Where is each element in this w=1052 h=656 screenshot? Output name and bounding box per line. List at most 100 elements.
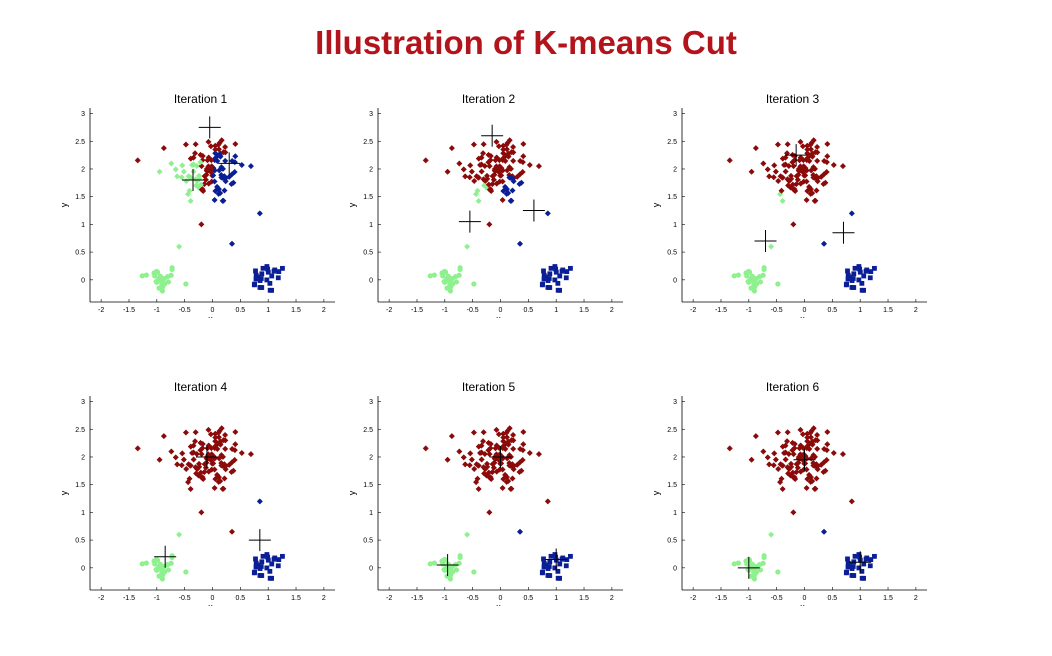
- data-point: [172, 166, 179, 173]
- y-tick-label: 1.5: [363, 482, 373, 489]
- data-point: [810, 425, 817, 432]
- data-point: [205, 468, 212, 475]
- data-point: [814, 437, 821, 444]
- x-tick-label: -2: [690, 595, 696, 602]
- data-point: [447, 568, 454, 574]
- data-point: [555, 287, 561, 293]
- y-tick-label: 2: [673, 166, 677, 173]
- data-point: [197, 439, 204, 446]
- data-point: [187, 198, 194, 205]
- data-point: [793, 461, 800, 468]
- data-point: [134, 445, 141, 452]
- data-point: [217, 190, 224, 197]
- data-point: [504, 167, 511, 174]
- data-point: [442, 269, 449, 275]
- panel-title: Iteration 2: [462, 92, 516, 106]
- data-point: [216, 455, 223, 462]
- data-point: [814, 463, 821, 470]
- centroid-marker: [545, 548, 568, 571]
- data-point: [211, 196, 218, 203]
- data-point: [215, 434, 222, 441]
- data-point: [489, 469, 496, 476]
- data-point: [478, 168, 485, 175]
- data-point: [174, 461, 181, 468]
- data-point: [444, 456, 451, 463]
- data-point: [179, 450, 186, 457]
- data-point: [260, 265, 266, 271]
- data-point: [176, 243, 183, 250]
- data-point: [272, 555, 278, 561]
- data-point: [192, 438, 199, 445]
- data-point: [275, 275, 281, 281]
- data-point: [861, 273, 867, 279]
- data-point: [552, 565, 558, 571]
- slide-title: Illustration of K-means Cut: [315, 24, 737, 61]
- x-tick-label: -1.5: [123, 307, 135, 314]
- data-point: [510, 157, 517, 164]
- data-point: [180, 168, 187, 175]
- data-point: [474, 475, 481, 482]
- data-point: [259, 559, 265, 565]
- data-point: [212, 434, 219, 441]
- y-tick-label: 1.5: [667, 482, 677, 489]
- data-point: [441, 278, 447, 285]
- data-point: [752, 433, 759, 440]
- y-tick-label: 1: [81, 510, 85, 517]
- data-point: [185, 479, 192, 486]
- x-axis-label: x: [208, 602, 213, 606]
- data-point: [205, 138, 212, 145]
- data-point: [232, 428, 239, 435]
- data-point: [265, 266, 271, 272]
- data-point: [864, 555, 870, 561]
- data-point: [208, 163, 215, 170]
- data-point: [480, 464, 487, 471]
- data-point: [211, 466, 218, 473]
- data-point: [547, 559, 553, 565]
- data-point: [802, 460, 809, 467]
- data-point: [475, 155, 482, 162]
- data-point: [510, 463, 517, 470]
- data-point: [480, 429, 487, 436]
- y-tick-label: 0.5: [75, 250, 85, 257]
- data-point: [478, 456, 485, 463]
- x-tick-label: -0.5: [467, 595, 479, 602]
- data-point: [222, 149, 229, 156]
- x-tick-label: -1: [154, 307, 160, 314]
- data-point: [174, 173, 181, 180]
- data-point: [868, 557, 874, 563]
- data-point: [152, 561, 158, 567]
- data-point: [143, 272, 149, 278]
- data-point: [462, 461, 469, 468]
- scatter-panel-iteration-6: Iteration 6 -2 -1.5 -1 -0.5 0 0.5 1 1.5 2 0 0.5 1 1.5…: [642, 376, 942, 606]
- data-point: [809, 441, 816, 448]
- y-axis-label: y: [651, 490, 661, 495]
- data-point: [165, 279, 172, 285]
- data-point: [804, 188, 811, 195]
- data-point: [484, 175, 491, 182]
- data-point: [844, 569, 850, 575]
- x-tick-label: 1: [266, 307, 270, 314]
- y-tick-label: 0.5: [363, 250, 373, 257]
- x-tick-label: -0.5: [467, 307, 479, 314]
- data-point: [216, 167, 223, 174]
- data-point: [510, 466, 517, 473]
- data-point: [813, 475, 820, 482]
- data-point: [154, 557, 161, 563]
- data-point: [552, 552, 558, 557]
- data-point: [172, 454, 179, 461]
- data-point: [779, 155, 786, 162]
- data-point: [797, 451, 804, 458]
- data-point: [820, 171, 827, 178]
- centroid-marker: [832, 221, 855, 244]
- data-point: [519, 168, 526, 175]
- data-point: [812, 485, 819, 492]
- x-tick-label: 0.5: [523, 307, 533, 314]
- data-point: [505, 153, 512, 160]
- data-point: [510, 149, 517, 156]
- x-tick-label: -0.5: [179, 595, 191, 602]
- data-point: [485, 469, 492, 476]
- data-point: [508, 485, 515, 492]
- data-point: [194, 466, 201, 473]
- data-point: [498, 172, 505, 179]
- x-tick-label: 0: [499, 595, 503, 602]
